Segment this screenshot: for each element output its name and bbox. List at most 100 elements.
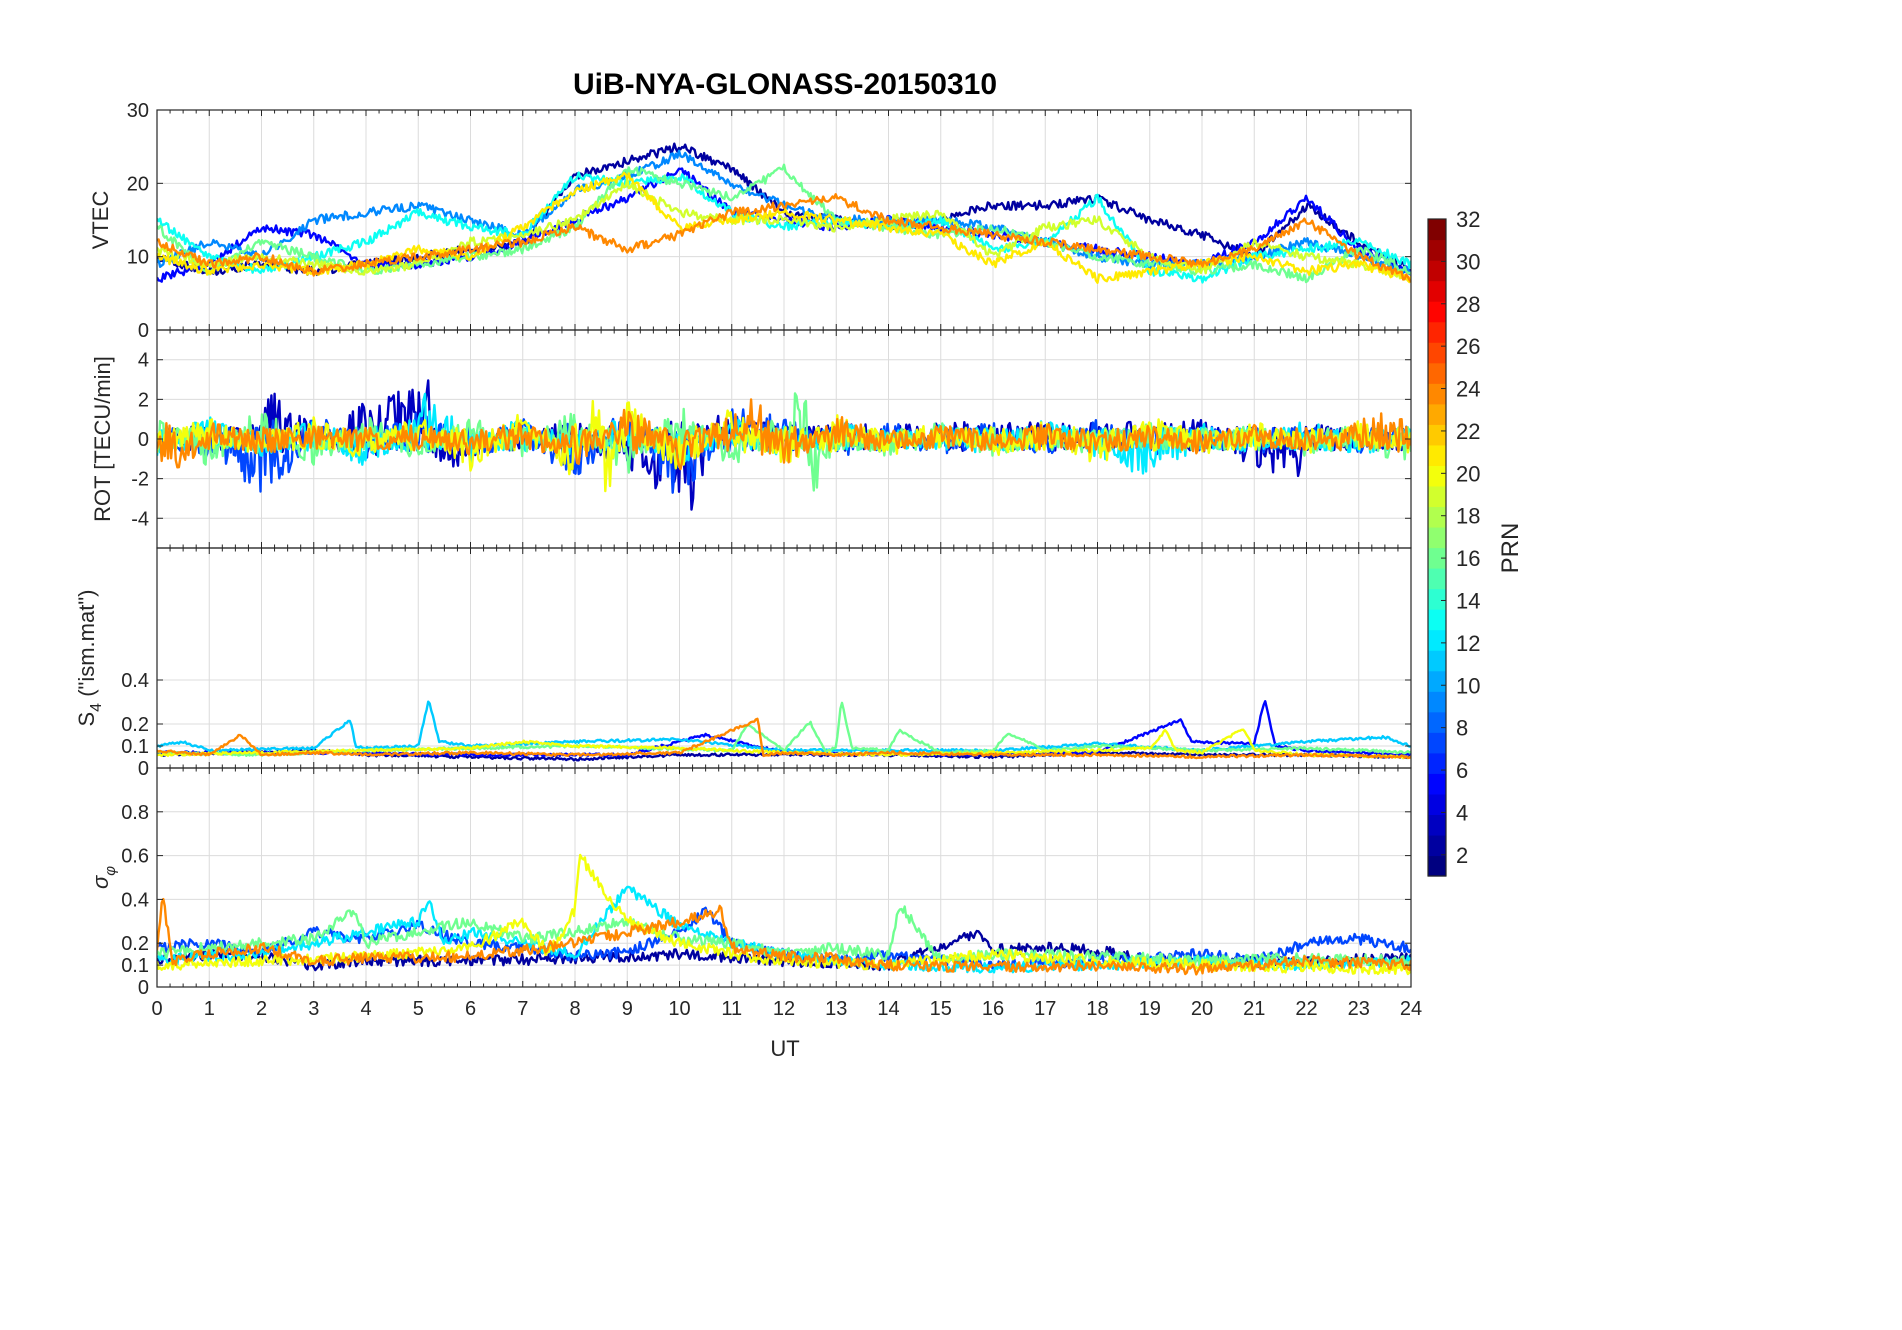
- series-line-prn-19: [157, 178, 1411, 281]
- x-tick-label: 12: [773, 998, 795, 1020]
- chart-svg: UiB-NYA-GLONASS-20150310 UT PRN 0102030V…: [74, 68, 1524, 1061]
- colorbar-tick-label: 20: [1456, 461, 1480, 486]
- colorbar-band: [1428, 403, 1446, 425]
- y-tick-label: 2: [138, 389, 149, 411]
- colorbar-band: [1428, 301, 1446, 323]
- colorbar-band: [1428, 444, 1446, 466]
- colorbar-band: [1428, 855, 1446, 877]
- colorbar-band: [1428, 383, 1446, 405]
- series-line-prn-13: [157, 171, 1411, 284]
- colorbar-frame: [1427, 218, 1447, 877]
- colorbar-band: [1428, 629, 1446, 651]
- y-tick-label: 0.8: [121, 802, 149, 824]
- y-tick-label: 10: [127, 247, 149, 269]
- panel-rot: -4 -2 0 2 4 ROT [TECU/min]: [90, 329, 1412, 549]
- colorbar-tick-label: 24: [1456, 377, 1480, 402]
- panel-sigma: 00.10.2 0.4 0.6 0.8 σφ: [88, 767, 1412, 999]
- x-tick-label: 13: [825, 998, 847, 1020]
- colorbar-tick-label: 26: [1456, 334, 1480, 359]
- colorbar-tick-label: 2: [1456, 843, 1468, 868]
- x-tick-label: 0: [151, 998, 162, 1020]
- y-tick-label: 0.2: [121, 714, 149, 736]
- x-tick-label: 15: [930, 998, 952, 1020]
- colorbar-band: [1428, 609, 1446, 631]
- colorbar-tick-label: 32: [1456, 207, 1480, 232]
- colorbar-tick-label: 30: [1456, 249, 1480, 274]
- y-tick-label: 30: [127, 100, 149, 122]
- panel-s4: 00.10.2 0.4 S4 ("ism.mat"): [74, 547, 1412, 780]
- figure: UiB-NYA-GLONASS-20150310 UT PRN 0 10 20 30 V…: [74, 68, 1524, 1061]
- x-tick-label: 3: [308, 998, 319, 1020]
- colorbar-tick-label: 16: [1456, 546, 1480, 571]
- colorbar-band: [1428, 773, 1446, 795]
- colorbar-band: [1428, 650, 1446, 672]
- x-tick-label: 11: [721, 998, 742, 1020]
- colorbar-band: [1428, 568, 1446, 590]
- y-tick-label: 4: [138, 350, 149, 372]
- y-tick-label: 0: [138, 320, 149, 342]
- x-tick-label: 5: [413, 998, 424, 1020]
- colorbar-band: [1428, 465, 1446, 487]
- x-tick-label: 17: [1034, 998, 1056, 1020]
- colorbar-band: [1428, 485, 1446, 508]
- colorbar-band: [1428, 424, 1446, 446]
- x-tick-label: 7: [517, 998, 528, 1020]
- x-tick-label: 22: [1295, 998, 1317, 1020]
- colorbar-tick-label: 10: [1456, 673, 1480, 698]
- y-tick-label: 0: [138, 758, 149, 780]
- series-group: [157, 700, 1411, 762]
- colorbar-band: [1428, 342, 1446, 364]
- y-tick-label: 0.4: [121, 670, 149, 692]
- colorbar-band: [1428, 711, 1446, 733]
- colorbar-band: [1428, 588, 1446, 610]
- colorbar-band: [1428, 321, 1446, 343]
- chart-title: UiB-NYA-GLONASS-20150310: [573, 68, 997, 101]
- y-tick-label: 20: [127, 173, 149, 195]
- x-tick-label: 21: [1243, 998, 1265, 1020]
- series-line-prn-24: [157, 717, 1411, 760]
- colorbar-tick-label: 4: [1456, 800, 1468, 825]
- y-axis-label-s4: S4 ("ism.mat"): [74, 590, 105, 727]
- series-line-prn-24: [157, 192, 1411, 283]
- series-group: [157, 142, 1411, 284]
- y-tick-label: 0.4: [121, 889, 149, 911]
- colorbar-tick-label: 22: [1456, 419, 1480, 444]
- y-tick-label: -4: [131, 508, 149, 530]
- x-tick-label: 20: [1191, 998, 1213, 1020]
- colorbar-band: [1428, 793, 1446, 816]
- y-axis-label-vtec: VTEC: [88, 191, 113, 250]
- x-tick-label: 2: [256, 998, 267, 1020]
- x-tick-label: 16: [982, 998, 1004, 1020]
- colorbar-band: [1428, 732, 1446, 754]
- colorbar-tick-label: 6: [1456, 758, 1468, 783]
- y-tick-label: 0: [138, 429, 149, 451]
- series-line-prn-24: [157, 897, 1411, 976]
- y-tick-label: 0.1: [121, 955, 149, 977]
- y-axis-label-rot: ROT [TECU/min]: [90, 356, 115, 522]
- y-tick-label: 0.6: [121, 846, 149, 868]
- colorbar-band: [1428, 691, 1446, 713]
- colorbar-tick-label: 28: [1456, 292, 1480, 317]
- y-tick-label: 0: [138, 977, 149, 999]
- x-tick-label: 6: [465, 998, 476, 1020]
- colorbar-band: [1428, 239, 1446, 261]
- x-tick-label: 8: [569, 998, 580, 1020]
- colorbar-tick-label: 12: [1456, 631, 1480, 656]
- series-group: [157, 853, 1411, 976]
- x-tick-label: 10: [668, 998, 690, 1020]
- x-tick-label: 24: [1400, 998, 1422, 1020]
- colorbar-band: [1428, 547, 1446, 569]
- x-tick-label: 19: [1139, 998, 1161, 1020]
- colorbar-tick-label: 18: [1456, 504, 1480, 529]
- colorbar-band: [1428, 280, 1446, 302]
- y-tick-label: 0.1: [121, 736, 149, 758]
- colorbar-band: [1428, 834, 1446, 857]
- x-tick-label: 18: [1086, 998, 1108, 1020]
- series-group: [157, 379, 1411, 511]
- y-axis-label-sigma: σφ: [88, 866, 119, 889]
- colorbar-band: [1428, 752, 1446, 774]
- panel-vtec: 0 10 20 30 VTEC: [88, 100, 1412, 342]
- colorbar-band: [1428, 670, 1446, 692]
- colorbar-label: PRN: [1497, 523, 1524, 574]
- colorbar-band: [1428, 526, 1446, 549]
